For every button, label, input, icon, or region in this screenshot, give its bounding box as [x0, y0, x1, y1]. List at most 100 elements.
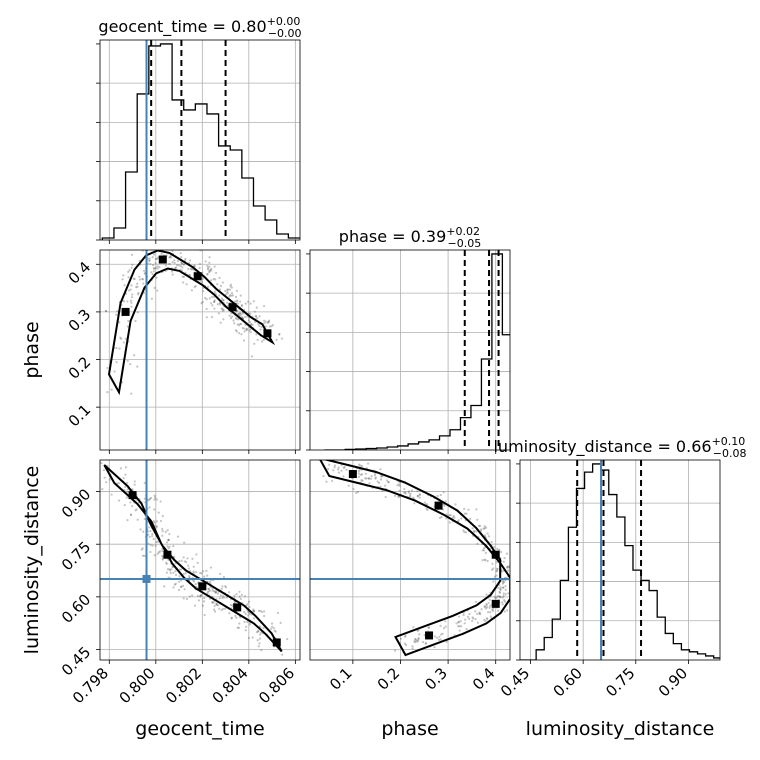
- sample-point: [262, 626, 265, 630]
- sample-point: [233, 322, 236, 325]
- sample-point: [439, 624, 442, 627]
- sample-point: [498, 595, 501, 598]
- sample-point: [241, 326, 244, 330]
- sample-point: [235, 289, 239, 292]
- sample-point: [221, 595, 225, 598]
- sample-point: [181, 266, 184, 269]
- density-peak: [163, 550, 172, 559]
- sample-point: [118, 321, 121, 324]
- sample-point: [496, 547, 499, 551]
- sample-point: [177, 588, 181, 592]
- sample-point: [272, 627, 275, 630]
- sample-point: [239, 294, 242, 297]
- sample-point: [224, 289, 227, 293]
- sample-point: [378, 481, 381, 484]
- sample-point: [153, 554, 156, 557]
- sample-point: [384, 484, 387, 487]
- sample-point: [286, 637, 289, 641]
- y-tick-label: 0.90: [58, 485, 94, 521]
- density-peak: [198, 582, 207, 591]
- sample-point: [490, 568, 494, 571]
- sample-point: [260, 610, 264, 614]
- density-peak: [272, 638, 281, 647]
- sample-point: [179, 264, 182, 268]
- sample-point: [368, 482, 371, 485]
- sample-point: [205, 316, 208, 319]
- sample-point: [124, 337, 127, 340]
- sample-point: [186, 557, 189, 560]
- sample-point: [240, 303, 244, 307]
- sample-point: [175, 266, 178, 269]
- sample-point: [205, 569, 208, 572]
- sample-point: [473, 529, 476, 533]
- sample-point: [240, 593, 243, 596]
- sample-point: [151, 264, 155, 267]
- density-peak: [348, 470, 357, 479]
- sample-point: [222, 575, 226, 579]
- sample-point: [269, 627, 273, 630]
- sample-point: [398, 489, 401, 492]
- sample-point: [501, 582, 504, 585]
- sample-point: [510, 565, 512, 567]
- sample-point: [415, 639, 418, 642]
- sample-point: [234, 329, 238, 332]
- sample-point: [325, 480, 328, 483]
- sample-point: [251, 636, 254, 639]
- sample-point: [155, 525, 158, 528]
- sample-point: [396, 484, 399, 487]
- sample-point: [131, 263, 134, 266]
- sample-point: [333, 466, 336, 469]
- sample-point: [229, 285, 232, 288]
- sample-point: [219, 321, 222, 324]
- sample-point: [506, 566, 509, 569]
- sample-point: [210, 315, 214, 319]
- sample-point: [483, 558, 486, 561]
- sample-point: [125, 496, 128, 499]
- sample-point: [204, 260, 207, 263]
- sample-point: [158, 550, 162, 553]
- sample-point: [437, 638, 441, 641]
- sample-point: [148, 506, 151, 509]
- sample-point: [503, 599, 506, 602]
- sample-point: [179, 252, 182, 255]
- sample-point: [416, 494, 420, 497]
- sample-point: [214, 590, 217, 593]
- sample-point: [133, 483, 136, 486]
- sample-point: [457, 519, 460, 522]
- sample-point: [250, 322, 253, 326]
- gridlines: [520, 460, 720, 660]
- sample-point: [247, 319, 251, 322]
- sample-point: [148, 497, 152, 500]
- sample-point: [403, 642, 406, 645]
- sample-point: [167, 538, 170, 542]
- sample-point: [460, 517, 463, 520]
- sample-point: [176, 535, 180, 538]
- sample-point: [503, 600, 507, 603]
- sample-point: [238, 595, 241, 598]
- sample-point: [230, 286, 233, 289]
- sample-point: [481, 559, 484, 562]
- sample-point: [208, 270, 211, 273]
- sample-point: [129, 362, 132, 366]
- sample-point: [129, 514, 132, 517]
- sample-point: [438, 635, 441, 638]
- sample-point: [170, 568, 173, 571]
- sample-point: [171, 273, 174, 276]
- sample-point: [240, 316, 243, 319]
- sample-point: [235, 616, 238, 619]
- sample-point: [211, 589, 214, 592]
- sample-point: [426, 508, 429, 511]
- sample-point: [506, 609, 509, 612]
- sample-point: [229, 317, 233, 320]
- sample-point: [418, 496, 421, 499]
- sample-point: [483, 618, 486, 621]
- sample-point: [164, 264, 167, 267]
- x-tick-label: 0.45: [497, 664, 533, 700]
- sample-point: [119, 336, 122, 339]
- sample-point: [194, 582, 197, 586]
- sample-point: [182, 556, 185, 559]
- sample-point: [469, 517, 472, 521]
- sample-point: [258, 642, 261, 645]
- sample-point: [126, 481, 129, 484]
- sample-point: [147, 498, 151, 501]
